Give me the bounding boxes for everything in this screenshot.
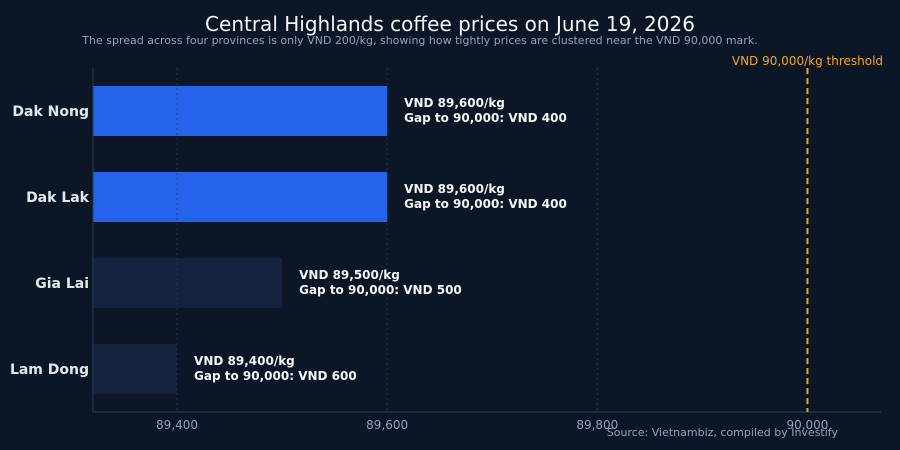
value-label: VND 89,600/kg <box>404 182 505 196</box>
gap-label: Gap to 90,000: VND 500 <box>299 283 462 297</box>
category-label: Gia Lai <box>35 276 89 292</box>
value-label: VND 89,400/kg <box>194 354 295 368</box>
chart-subtitle: The spread across four provinces is only… <box>82 34 758 47</box>
value-label: VND 89,500/kg <box>299 268 400 282</box>
chart-title: Central Highlands coffee prices on June … <box>205 12 695 36</box>
source-note: Source: Vietnambiz, compiled by Investif… <box>606 426 838 439</box>
category-label: Dak Lak <box>26 190 90 206</box>
gap-label: Gap to 90,000: VND 400 <box>404 111 567 125</box>
bar-dak-lak <box>93 172 388 222</box>
gap-label: Gap to 90,000: VND 400 <box>404 197 567 211</box>
category-label: Lam Dong <box>10 362 89 378</box>
value-label: VND 89,600/kg <box>404 96 505 110</box>
x-tick-label: 89,600 <box>366 418 408 432</box>
x-tick-label: 90,000 <box>786 418 828 432</box>
bar-gia-lai <box>93 258 283 308</box>
x-tick-label: 89,800 <box>576 418 618 432</box>
threshold-label: VND 90,000/kg threshold <box>732 54 883 68</box>
bar-dak-nong <box>93 86 388 136</box>
x-tick-label: 89,400 <box>156 418 198 432</box>
category-label: Dak Nong <box>12 104 89 120</box>
gap-label: Gap to 90,000: VND 600 <box>194 369 357 383</box>
bar-lam-dong <box>93 344 178 394</box>
